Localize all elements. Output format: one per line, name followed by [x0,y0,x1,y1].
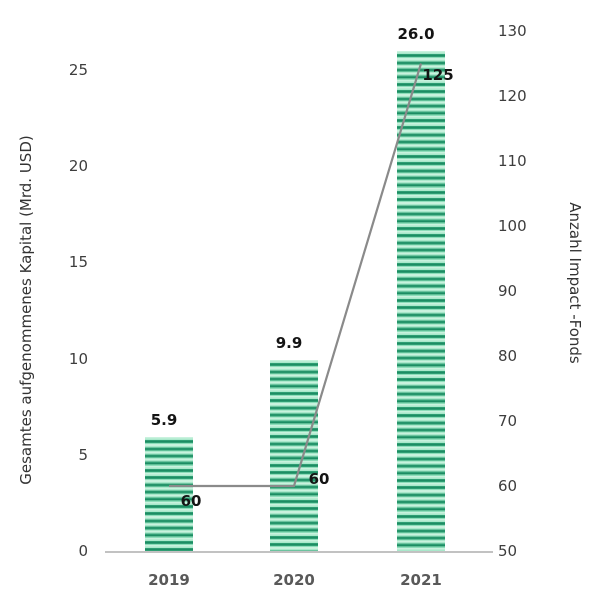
left-axis-tick-label: 25 [68,60,88,79]
right-axis-tick-label: 60 [498,477,518,495]
bar-value-label: 9.9 [275,334,303,353]
right-axis-tick-label: 70 [498,412,518,430]
x-axis-line [105,551,493,553]
right-axis-tick-label: 80 [498,347,518,365]
x-axis-label-2021: 2021 [400,571,442,589]
bar-value-label: 5.9 [150,411,178,430]
right-axis-tick-label: 50 [498,542,518,560]
right-axis-tick-label: 110 [498,152,527,170]
bar-2021 [397,50,445,551]
left-axis-tick-label: 20 [68,157,88,175]
x-axis-label-2019: 2019 [148,571,190,589]
line-value-label: 60 [308,470,330,488]
right-axis-tick-label: 120 [498,87,527,105]
x-axis-label-2020: 2020 [273,571,315,589]
line-value-label: 60 [180,492,202,510]
right-axis-tick-label: 130 [498,22,527,40]
bar-value-label: 26.0 [397,24,435,43]
right-axis-tick-label: 100 [498,217,527,235]
left-axis-tick-label: 0 [78,542,88,560]
line-value-label: 125 [422,65,454,84]
left-axis-tick-label: 5 [78,445,88,464]
bar-2020 [270,360,318,551]
left-axis-tick-label: 10 [68,349,88,368]
bar-2019 [145,437,193,551]
right-axis-tick-label: 90 [498,282,518,300]
line-path [169,63,423,488]
left-axis-tick-label: 15 [68,253,88,272]
